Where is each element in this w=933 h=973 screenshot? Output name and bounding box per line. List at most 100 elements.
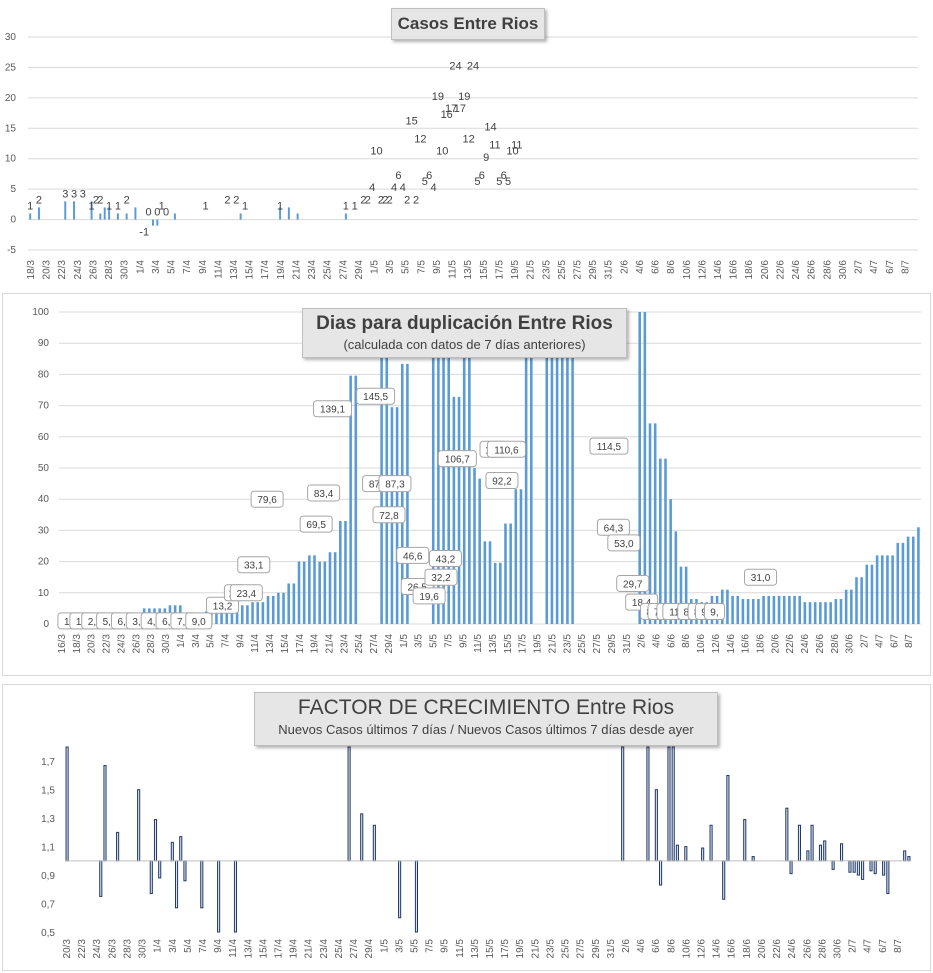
bar	[200, 860, 204, 909]
bar	[509, 523, 512, 624]
bar	[788, 595, 791, 624]
bar	[659, 860, 663, 886]
bar	[793, 595, 796, 624]
bar	[743, 819, 747, 862]
x-tick-label: 30/6	[832, 939, 843, 959]
x-tick-label: 15/5	[485, 939, 496, 959]
bar	[108, 207, 111, 220]
data-label: 23,4	[237, 589, 257, 600]
x-tick-label: 1/5	[370, 260, 381, 274]
x-tick-label: 17/5	[494, 260, 505, 280]
x-tick-label: 9/5	[440, 939, 451, 953]
x-tick-label: 18/6	[744, 260, 755, 280]
bar	[819, 602, 822, 624]
y-tick-label: 0,9	[41, 871, 55, 882]
duplicacion-chart-plot: 01020304050607080901001,01,02,05,06,03,0…	[32, 307, 921, 654]
data-label: 6	[501, 170, 507, 182]
bar	[823, 840, 827, 862]
data-label: 11	[489, 140, 500, 152]
data-label-box	[396, 546, 430, 564]
y-tick-label: 1,7	[41, 757, 55, 768]
x-tick-label: 7/4	[220, 634, 231, 648]
x-tick-label: 16/3	[57, 634, 68, 654]
bar	[875, 555, 879, 624]
data-label: 1	[27, 200, 33, 212]
bar	[406, 363, 409, 624]
bar	[99, 860, 103, 897]
x-tick-label: 28/6	[830, 634, 841, 654]
x-tick-label: 3/4	[151, 260, 162, 274]
bar	[621, 746, 625, 862]
bar	[777, 595, 781, 624]
bar	[400, 363, 404, 624]
data-label: 4	[430, 182, 436, 194]
bar	[850, 589, 853, 624]
x-tick-label: 2/7	[854, 260, 865, 274]
x-tick-label: 2/6	[619, 260, 630, 274]
x-tick-label: 1/5	[399, 634, 410, 648]
x-tick-label: 31/5	[606, 939, 617, 959]
x-tick-label: 8/7	[904, 634, 915, 648]
x-tick-label: 11/4	[228, 939, 239, 958]
x-tick-label: 9/4	[213, 939, 224, 953]
data-label: 2	[93, 194, 99, 206]
x-tick-label: 8/6	[666, 260, 677, 274]
bar	[643, 312, 647, 624]
x-tick-label: 26/3	[131, 634, 142, 654]
factor-chart-title-region: Entre Rios	[576, 696, 675, 719]
data-label: 24	[467, 61, 479, 73]
data-label-box	[307, 484, 341, 502]
x-tick-label: 2/6	[637, 634, 648, 648]
x-tick-label: 29/5	[591, 939, 602, 959]
bar	[675, 844, 679, 862]
bar	[347, 746, 351, 862]
bar	[230, 611, 234, 624]
data-label-box	[299, 515, 333, 533]
x-tick-label: 18/6	[756, 634, 767, 654]
data-label: 4	[400, 182, 406, 194]
bar	[839, 599, 843, 624]
data-label-box	[356, 387, 396, 405]
x-tick-label: 3/4	[191, 634, 202, 648]
x-tick-label: 17/5	[518, 634, 529, 654]
bar	[349, 375, 352, 624]
x-tick-label: 7/5	[443, 634, 454, 648]
duplicacion-chart-title-box: Dias para duplicación Entre Rios (calcul…	[302, 308, 627, 358]
bar	[220, 611, 223, 624]
bar	[462, 351, 466, 624]
x-tick-label: 20/3	[62, 939, 73, 959]
x-tick-label: 2/7	[848, 939, 859, 953]
x-tick-label: 22/6	[775, 260, 786, 280]
data-label: 106,7	[445, 455, 470, 466]
bar	[271, 595, 275, 624]
duplicacion-chart-title: Dias para duplicación Entre Rios	[316, 313, 613, 334]
bar	[751, 856, 755, 862]
bar	[251, 602, 254, 624]
x-tick-label: 24/3	[92, 939, 103, 959]
x-tick-label: 12/6	[697, 939, 708, 959]
x-tick-label: 6/7	[878, 939, 889, 953]
data-label: 11	[511, 140, 522, 152]
data-label: 2	[413, 194, 419, 206]
bar	[560, 336, 564, 624]
x-tick-label: 28/6	[822, 260, 833, 280]
data-label: 92,2	[492, 476, 512, 487]
data-label: 83,4	[314, 489, 334, 500]
x-tick-label: 13/5	[470, 939, 481, 959]
x-tick-label: 15/4	[258, 939, 269, 959]
data-label: 1	[89, 200, 95, 212]
data-label: 14	[484, 121, 496, 133]
x-tick-label: 12/6	[697, 260, 708, 280]
x-tick-label: 14/6	[712, 939, 723, 959]
data-label: 2	[404, 194, 410, 206]
bar	[173, 213, 176, 220]
data-label-box	[372, 506, 406, 524]
bar	[183, 860, 187, 882]
data-label: 9,	[710, 608, 718, 619]
bar	[550, 312, 554, 624]
data-label: 15	[405, 115, 417, 127]
data-label: 3	[80, 188, 86, 200]
x-tick-label: 5/5	[401, 260, 412, 274]
bar	[287, 207, 290, 220]
data-label: 7,0	[177, 617, 191, 628]
